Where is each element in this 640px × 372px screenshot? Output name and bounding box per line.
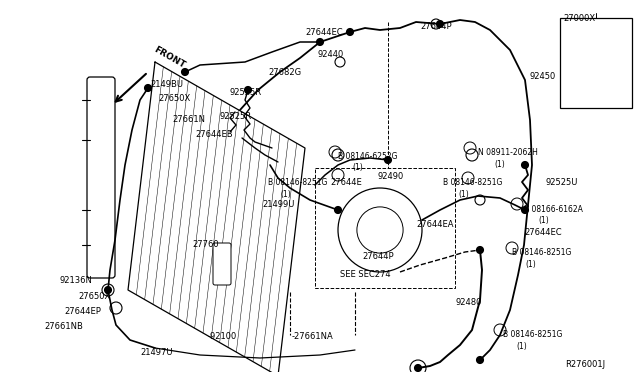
Text: 27644EP: 27644EP xyxy=(64,307,101,316)
Text: 27661NB: 27661NB xyxy=(44,322,83,331)
Text: 27650X: 27650X xyxy=(158,94,190,103)
Circle shape xyxy=(317,38,323,45)
Text: 27682G: 27682G xyxy=(268,68,301,77)
Text: B 08146-8251G: B 08146-8251G xyxy=(512,248,572,257)
Text: R276001J: R276001J xyxy=(565,360,605,369)
Text: 27644P: 27644P xyxy=(420,22,452,31)
Text: 92525R: 92525R xyxy=(230,88,262,97)
Text: -27661NA: -27661NA xyxy=(292,332,333,341)
Circle shape xyxy=(477,247,483,253)
Text: 27661N: 27661N xyxy=(172,115,205,124)
Circle shape xyxy=(477,356,483,363)
Circle shape xyxy=(415,365,422,372)
Circle shape xyxy=(104,286,111,294)
Text: (1): (1) xyxy=(458,190,468,199)
Bar xyxy=(315,168,455,288)
Circle shape xyxy=(522,206,529,214)
Text: N 08911-2062H: N 08911-2062H xyxy=(478,148,538,157)
Text: 21497U: 21497U xyxy=(140,348,173,357)
FancyBboxPatch shape xyxy=(213,243,231,285)
Text: 27650X: 27650X xyxy=(78,292,110,301)
Text: 21499U: 21499U xyxy=(262,200,294,209)
Circle shape xyxy=(145,84,152,92)
Text: (1): (1) xyxy=(280,190,291,199)
Text: 92136N: 92136N xyxy=(60,276,93,285)
Text: 92490: 92490 xyxy=(378,172,404,181)
Text: B 08146-8251G: B 08146-8251G xyxy=(268,178,328,187)
Bar xyxy=(560,18,632,108)
Circle shape xyxy=(385,157,392,164)
Text: FRONT: FRONT xyxy=(152,45,186,70)
Text: 27644EC: 27644EC xyxy=(305,28,342,37)
Text: -92100: -92100 xyxy=(208,332,237,341)
Text: 27760: 27760 xyxy=(192,240,219,249)
Circle shape xyxy=(335,206,342,214)
Text: 27644EC: 27644EC xyxy=(524,228,562,237)
Text: B 08146-8251G: B 08146-8251G xyxy=(503,330,563,339)
Text: 27644EB: 27644EB xyxy=(195,130,232,139)
Text: 92450: 92450 xyxy=(530,72,556,81)
Text: B 08146-6252G: B 08146-6252G xyxy=(338,152,397,161)
Text: (1): (1) xyxy=(516,342,527,351)
Circle shape xyxy=(346,29,353,35)
Circle shape xyxy=(522,161,529,169)
Text: 92525U: 92525U xyxy=(546,178,579,187)
Text: (1): (1) xyxy=(525,260,536,269)
Text: 27644E: 27644E xyxy=(330,178,362,187)
Text: SEE SEC274: SEE SEC274 xyxy=(340,270,390,279)
Text: 27000X: 27000X xyxy=(563,14,595,23)
Text: 92440: 92440 xyxy=(318,50,344,59)
Text: B 08146-8251G: B 08146-8251G xyxy=(443,178,502,187)
Text: 92525R: 92525R xyxy=(220,112,252,121)
Text: 2149BU: 2149BU xyxy=(150,80,183,89)
Text: 27644P: 27644P xyxy=(362,252,394,261)
Text: 27644EA: 27644EA xyxy=(416,220,454,229)
Circle shape xyxy=(436,20,444,28)
Circle shape xyxy=(244,87,252,93)
Text: (1): (1) xyxy=(352,163,363,172)
Text: 92480: 92480 xyxy=(455,298,481,307)
Text: (1): (1) xyxy=(494,160,505,169)
Circle shape xyxy=(182,68,189,76)
Text: (1): (1) xyxy=(538,216,548,225)
Text: B 08166-6162A: B 08166-6162A xyxy=(524,205,583,214)
